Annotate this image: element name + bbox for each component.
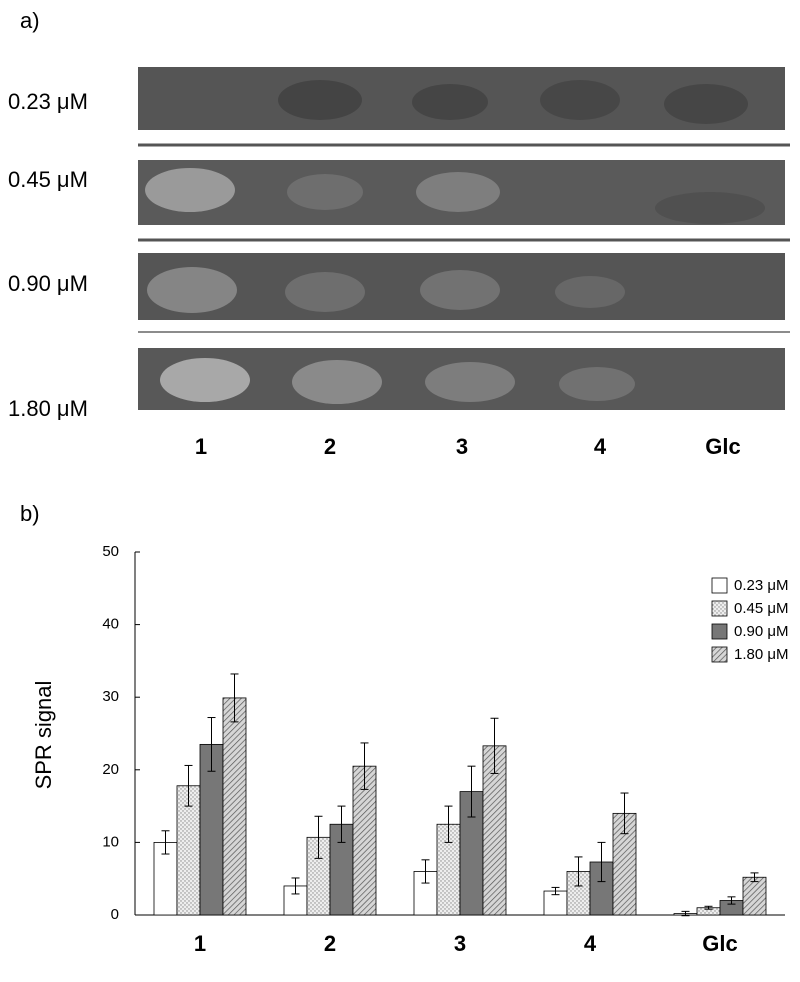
legend-label: 0.23 μM [734, 577, 789, 594]
spot [147, 267, 237, 313]
spot [285, 272, 365, 312]
lane-label: 2 [324, 434, 336, 459]
error-bar [597, 841, 606, 883]
lane-label: Glc [705, 434, 740, 459]
spot [278, 80, 362, 120]
row-label: 0.23 μM [8, 89, 88, 114]
legend-swatch [711, 577, 728, 594]
legend-label: 1.80 μM [734, 646, 789, 663]
spot [416, 172, 500, 212]
spot [655, 192, 765, 224]
panel-label: b) [20, 501, 40, 526]
bar [742, 876, 767, 916]
x-tick-label: Glc [702, 931, 737, 956]
error-bar [207, 717, 216, 772]
legend-label: 0.90 μM [734, 623, 789, 640]
spot [425, 362, 515, 402]
row-label: 1.80 μM [8, 396, 88, 421]
error-bar [727, 896, 736, 905]
spot [540, 80, 620, 120]
spot-images [138, 67, 790, 410]
y-tick-label: 40 [102, 616, 119, 633]
error-bar [337, 805, 346, 843]
legend-label: 0.45 μM [734, 600, 789, 617]
error-bar [421, 859, 430, 884]
panel-label: a) [20, 8, 40, 33]
x-tick-label: 4 [584, 931, 597, 956]
lane-label: 1 [195, 434, 207, 459]
y-tick-label: 50 [102, 543, 119, 560]
error-bar [291, 877, 300, 895]
y-tick-label: 20 [102, 761, 119, 778]
spot [287, 174, 363, 210]
spot [412, 84, 488, 120]
error-bar [360, 742, 369, 790]
spot [292, 360, 382, 404]
x-tick-label: 3 [454, 931, 466, 956]
spot [664, 84, 748, 124]
y-tick-label: 30 [102, 688, 119, 705]
y-axis-label: SPR signal [31, 681, 56, 790]
error-bar [704, 905, 713, 910]
error-bar [620, 792, 629, 835]
legend-swatch [711, 646, 728, 663]
error-bar [681, 910, 690, 917]
lane-label: 4 [594, 434, 607, 459]
spot [559, 367, 635, 401]
error-bar [314, 815, 323, 859]
error-bar [184, 764, 193, 807]
lane-label: 3 [456, 434, 468, 459]
error-bar [467, 765, 476, 818]
legend-swatch [711, 600, 728, 617]
error-bar [230, 673, 239, 723]
x-tick-label: 2 [324, 931, 336, 956]
error-bar [490, 717, 499, 774]
row-label: 0.45 μM [8, 167, 88, 192]
spot [420, 270, 500, 310]
bar [222, 697, 247, 916]
spot [555, 276, 625, 308]
error-bar [161, 830, 170, 855]
x-tick-label: 1 [194, 931, 206, 956]
error-bar [444, 805, 453, 843]
y-tick-label: 10 [102, 833, 119, 850]
error-bar [551, 886, 560, 896]
error-bar [574, 856, 583, 887]
spot [160, 358, 250, 402]
error-bar [750, 872, 759, 883]
row-label: 0.90 μM [8, 271, 88, 296]
y-tick-label: 0 [111, 906, 119, 923]
legend-swatch [711, 623, 728, 640]
spot [145, 168, 235, 212]
